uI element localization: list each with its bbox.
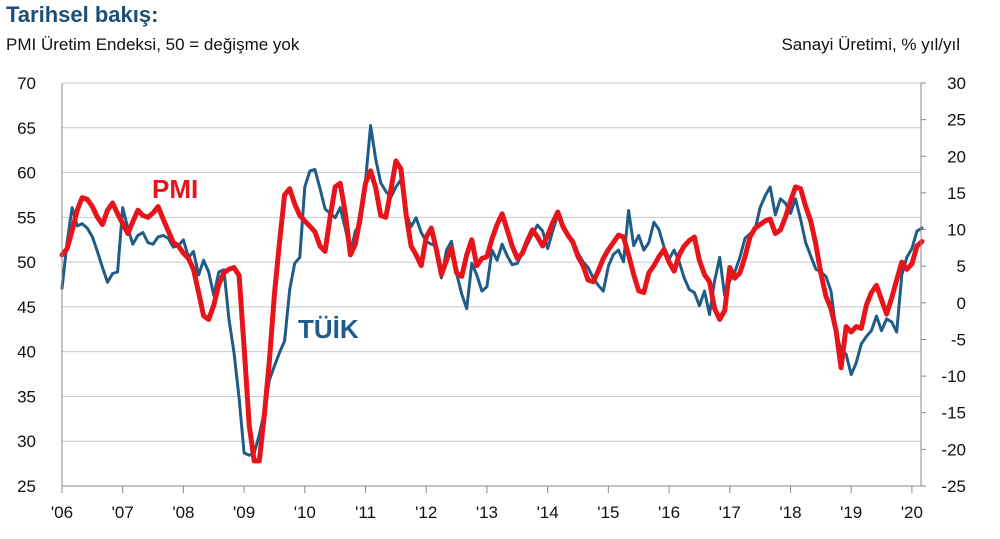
right-tick-label: -5 (951, 330, 966, 349)
annotations: PMI TÜİK (152, 174, 359, 344)
x-tick-label: '14 (537, 503, 559, 522)
right-tick-label: 25 (947, 111, 966, 130)
annotation-pmi: PMI (152, 174, 198, 204)
x-tick-label: '19 (840, 503, 862, 522)
x-tick-label: '17 (719, 503, 741, 522)
series-line-pmi (59, 158, 925, 464)
series-layer (59, 124, 925, 464)
left-tick-label: 45 (17, 298, 36, 317)
left-tick-label: 35 (17, 387, 36, 406)
right-tick-label: -10 (941, 367, 966, 386)
x-tick-label: '08 (172, 503, 194, 522)
left-tick-label: 40 (17, 343, 36, 362)
left-tick-label: 70 (17, 74, 36, 93)
right-tick-label: -25 (941, 477, 966, 496)
right-tick-label: 30 (947, 74, 966, 93)
x-tick-label: '06 (51, 503, 73, 522)
grid-lines (62, 82, 921, 487)
left-tick-label: 65 (17, 119, 36, 138)
x-tick-label: '15 (597, 503, 619, 522)
chart-title: Tarihsel bakış: (6, 2, 159, 27)
x-tick-label: '16 (658, 503, 680, 522)
x-tick-label: '11 (355, 503, 376, 522)
left-tick-label: 55 (17, 208, 36, 227)
right-tick-label: -20 (941, 440, 966, 459)
right-tick-label: 20 (947, 147, 966, 166)
annotation-tuik: TÜİK (298, 314, 359, 344)
left-tick-label: 25 (17, 477, 36, 496)
right-tick-label: 10 (947, 221, 966, 240)
x-tick-label: '07 (112, 503, 134, 522)
x-tick-label: '12 (415, 503, 437, 522)
left-tick-label: 60 (17, 164, 36, 183)
x-tick-label: '18 (779, 503, 801, 522)
right-tick-label: 5 (957, 257, 966, 276)
right-tick-label: -15 (941, 404, 966, 423)
right-tick-label: 15 (947, 184, 966, 203)
left-tick-label: 30 (17, 432, 36, 451)
tick-labels: 70656055504540353025302520151050-5-10-15… (17, 74, 966, 522)
left-tick-label: 50 (17, 253, 36, 272)
x-tick-label: '09 (233, 503, 255, 522)
left-axis-title: PMI Üretim Endeksi, 50 = değişme yok (6, 35, 300, 54)
x-tick-label: '10 (294, 503, 316, 522)
x-tick-label: '20 (901, 503, 923, 522)
right-tick-label: 0 (957, 294, 966, 313)
series-line-tuik (60, 124, 924, 457)
axes (61, 82, 926, 493)
right-axis-title: Sanayi Üretimi, % yıl/yıl (781, 35, 960, 54)
x-tick-label: '13 (476, 503, 498, 522)
